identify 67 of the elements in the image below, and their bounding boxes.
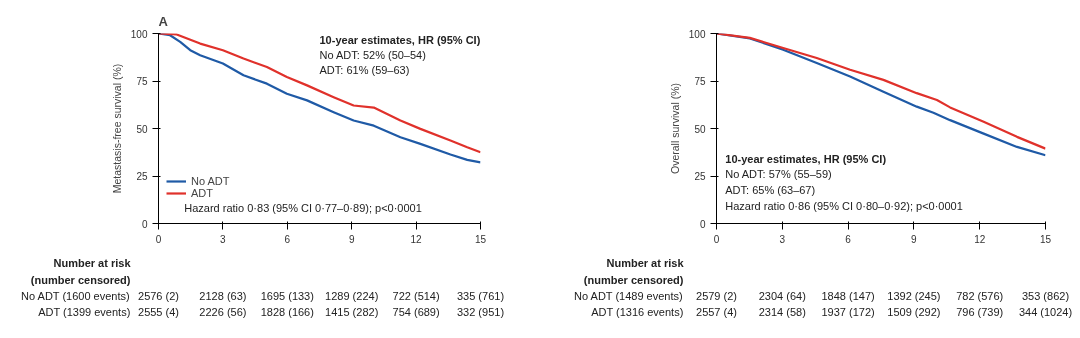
text: 1937 (172)	[821, 305, 875, 318]
text: ADT (1316 events)	[591, 305, 684, 318]
text: 335 (761)	[456, 289, 505, 302]
y-tick-label: 50	[136, 123, 148, 135]
text: 1509 (292)	[887, 305, 941, 318]
x-tick-label: 9	[911, 233, 918, 245]
y-tick-label: 25	[694, 171, 706, 182]
annotation: Hazard ratio 0·83 (95% CI 0·77–0·89); p<0·0001	[184, 202, 422, 215]
text: 1289 (224)	[325, 289, 379, 302]
x-tick-label: 6	[284, 233, 291, 245]
x-tick-label: 0	[155, 233, 162, 245]
text: 2226 (56)	[199, 305, 247, 318]
annotation: No ADT: 57% (55–59)	[725, 168, 832, 181]
text: 2555 (4)	[138, 305, 179, 318]
x-tick-label: 6	[845, 233, 852, 245]
x-tick-label: 15	[474, 233, 487, 245]
text: 2557 (4)	[696, 305, 737, 318]
y-tick-label: 50	[694, 123, 706, 135]
annotation: ADT: 61% (59–63)	[319, 63, 410, 76]
text: 332 (951)	[456, 305, 505, 318]
text: 2304 (64)	[758, 289, 806, 302]
text: ADT (1399 events)	[38, 305, 131, 318]
annotation: 10-year estimates, HR (95% CI)	[319, 33, 481, 46]
x-tick-label: 15	[1039, 233, 1052, 245]
y-axis-title: Overall survival (%)	[668, 82, 681, 175]
text: Number at risk	[53, 256, 132, 269]
text: 782 (576)	[956, 289, 1004, 302]
y-tick-label: 100	[130, 28, 148, 40]
annotation: Hazard ratio 0·86 (95% CI 0·80–0·92); p<0·0001	[725, 200, 963, 213]
text: 1392 (245)	[887, 289, 941, 302]
y-tick-label: 0	[699, 218, 706, 230]
annotation: ADT: 65% (63–67)	[725, 183, 816, 196]
text: 754 (689)	[392, 305, 440, 318]
text: (number censored)	[30, 273, 131, 286]
text: 2128 (63)	[199, 289, 247, 302]
text: 1828 (166)	[260, 305, 314, 318]
annotation: 10-year estimates, HR (95% CI)	[725, 153, 887, 166]
x-tick-label: 3	[779, 233, 786, 245]
y-tick-label: 25	[136, 171, 148, 182]
text: 722 (514)	[392, 289, 440, 302]
legend-label: ADT	[191, 187, 213, 199]
y-axis-title: Metastasis-free survival (%)	[110, 63, 123, 194]
x-tick-label: 3	[220, 233, 227, 245]
text: No ADT (1489 events)	[574, 289, 683, 302]
annotation: No ADT: 52% (50–54)	[319, 48, 426, 61]
y-tick-label: 100	[688, 28, 706, 40]
text: 1695 (133)	[260, 289, 314, 302]
x-tick-label: 12	[974, 233, 986, 245]
text: 1848 (147)	[821, 289, 875, 302]
y-tick-label: 75	[136, 76, 148, 87]
x-tick-label: 0	[713, 233, 720, 245]
x-tick-label: 12	[410, 233, 423, 245]
chart-title: A	[158, 13, 169, 29]
text: 2579 (2)	[696, 289, 737, 302]
text: Number at risk	[606, 256, 685, 269]
text: 1415 (282)	[325, 305, 379, 318]
text: 353 (862)	[1021, 289, 1070, 302]
text: (number censored)	[583, 273, 684, 286]
y-tick-label: 75	[694, 76, 706, 87]
text: 344 (1024)	[1018, 305, 1073, 318]
legend-label: No ADT	[191, 175, 230, 187]
text: 2576 (2)	[138, 289, 179, 302]
text: 2314 (58)	[758, 305, 806, 318]
text: No ADT (1600 events)	[21, 289, 130, 302]
y-tick-label: 0	[141, 218, 148, 230]
text: 796 (739)	[956, 305, 1004, 318]
x-tick-label: 9	[348, 233, 355, 245]
